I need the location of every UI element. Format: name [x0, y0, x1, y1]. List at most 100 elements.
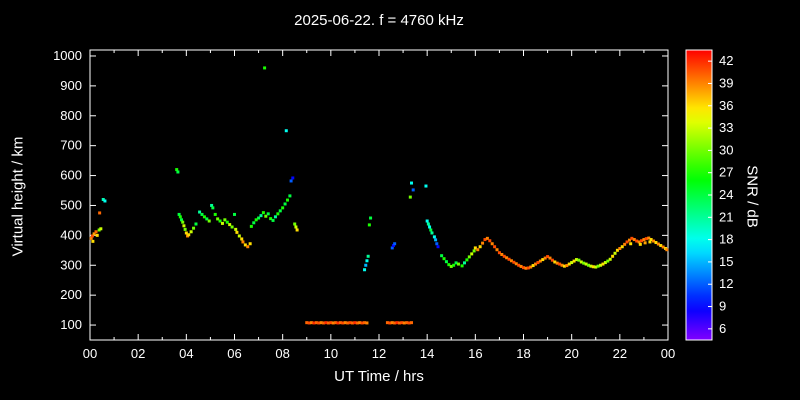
data-point [548, 256, 552, 260]
data-point [449, 264, 453, 268]
data-point [363, 321, 367, 325]
data-point [243, 243, 247, 247]
data-point [560, 263, 564, 267]
data-point [635, 239, 639, 243]
data-point [289, 179, 293, 183]
data-point [99, 227, 103, 231]
y-tick-label: 700 [60, 138, 82, 153]
y-tick-label: 500 [60, 197, 82, 212]
data-point [584, 262, 588, 266]
x-tick-label: 04 [179, 346, 193, 361]
data-point [410, 321, 414, 325]
data-point [177, 212, 181, 216]
data-point [408, 195, 412, 199]
data-point [550, 258, 554, 262]
data-point [570, 261, 574, 265]
data-point [189, 230, 193, 234]
data-point [369, 216, 373, 220]
data-point [428, 225, 432, 229]
data-point [476, 248, 480, 252]
data-point [312, 321, 316, 325]
data-point [425, 219, 429, 223]
data-point [467, 255, 471, 259]
data-point [103, 199, 107, 203]
data-point [603, 261, 607, 265]
data-point [240, 237, 244, 241]
data-point [613, 251, 617, 255]
data-point [620, 245, 624, 249]
data-point [436, 245, 440, 249]
data-point [630, 236, 634, 240]
data-point [611, 254, 615, 258]
data-point [198, 210, 202, 214]
data-point [207, 219, 211, 223]
data-point [579, 260, 583, 264]
x-tick-label: 16 [468, 346, 482, 361]
data-point [432, 235, 436, 239]
data-point [649, 238, 653, 242]
data-point [252, 221, 256, 225]
data-point [241, 240, 245, 244]
data-point [656, 242, 660, 246]
data-point [470, 252, 474, 256]
y-tick-label: 600 [60, 168, 82, 183]
data-point [385, 321, 389, 325]
data-point [627, 238, 631, 242]
data-point [285, 198, 289, 202]
data-point [485, 236, 489, 240]
colorbar-tick-label: 9 [719, 299, 726, 314]
data-point [514, 262, 518, 266]
colorbar-tick-label: 12 [719, 276, 733, 291]
data-point [355, 321, 359, 325]
colorbar-tick-label: 30 [719, 142, 733, 157]
data-point [101, 197, 105, 201]
data-point [440, 254, 444, 258]
data-point [472, 249, 476, 253]
colorbar-label: SNR / dB [743, 165, 761, 228]
data-point [410, 181, 414, 185]
data-point [331, 321, 335, 325]
data-point [517, 263, 521, 267]
data-point [543, 256, 547, 260]
data-point [640, 239, 644, 243]
data-point [266, 212, 270, 216]
data-point [497, 251, 501, 255]
x-tick-label: 00 [83, 346, 97, 361]
data-point [249, 224, 253, 228]
data-point [665, 248, 669, 252]
x-tick-label: 00 [661, 346, 675, 361]
y-tick-label: 800 [60, 108, 82, 123]
data-point [591, 265, 595, 269]
data-point [288, 194, 292, 198]
data-point [200, 212, 204, 216]
data-point [629, 242, 633, 246]
plot-frame [89, 49, 669, 341]
data-point [526, 266, 530, 270]
data-point [460, 264, 464, 268]
data-point [643, 241, 647, 245]
colorbar-tick-label: 18 [719, 232, 733, 247]
data-point [259, 214, 263, 218]
data-point [495, 248, 499, 252]
data-point [210, 203, 214, 207]
data-point [652, 239, 656, 243]
data-point [589, 264, 593, 268]
data-point [659, 244, 663, 248]
data-point [278, 209, 282, 213]
x-tick-label: 22 [613, 346, 627, 361]
y-tick-label: 300 [60, 257, 82, 272]
x-tick-label: 12 [372, 346, 386, 361]
data-point [284, 129, 288, 133]
data-point [615, 248, 619, 252]
data-point [638, 242, 642, 246]
data-point [346, 321, 350, 325]
data-point [647, 236, 651, 240]
data-point [400, 321, 404, 325]
data-point [336, 321, 340, 325]
data-point [365, 259, 369, 263]
data-point [509, 259, 513, 263]
data-point [644, 237, 648, 241]
data-point [314, 321, 318, 325]
data-point [237, 234, 241, 238]
